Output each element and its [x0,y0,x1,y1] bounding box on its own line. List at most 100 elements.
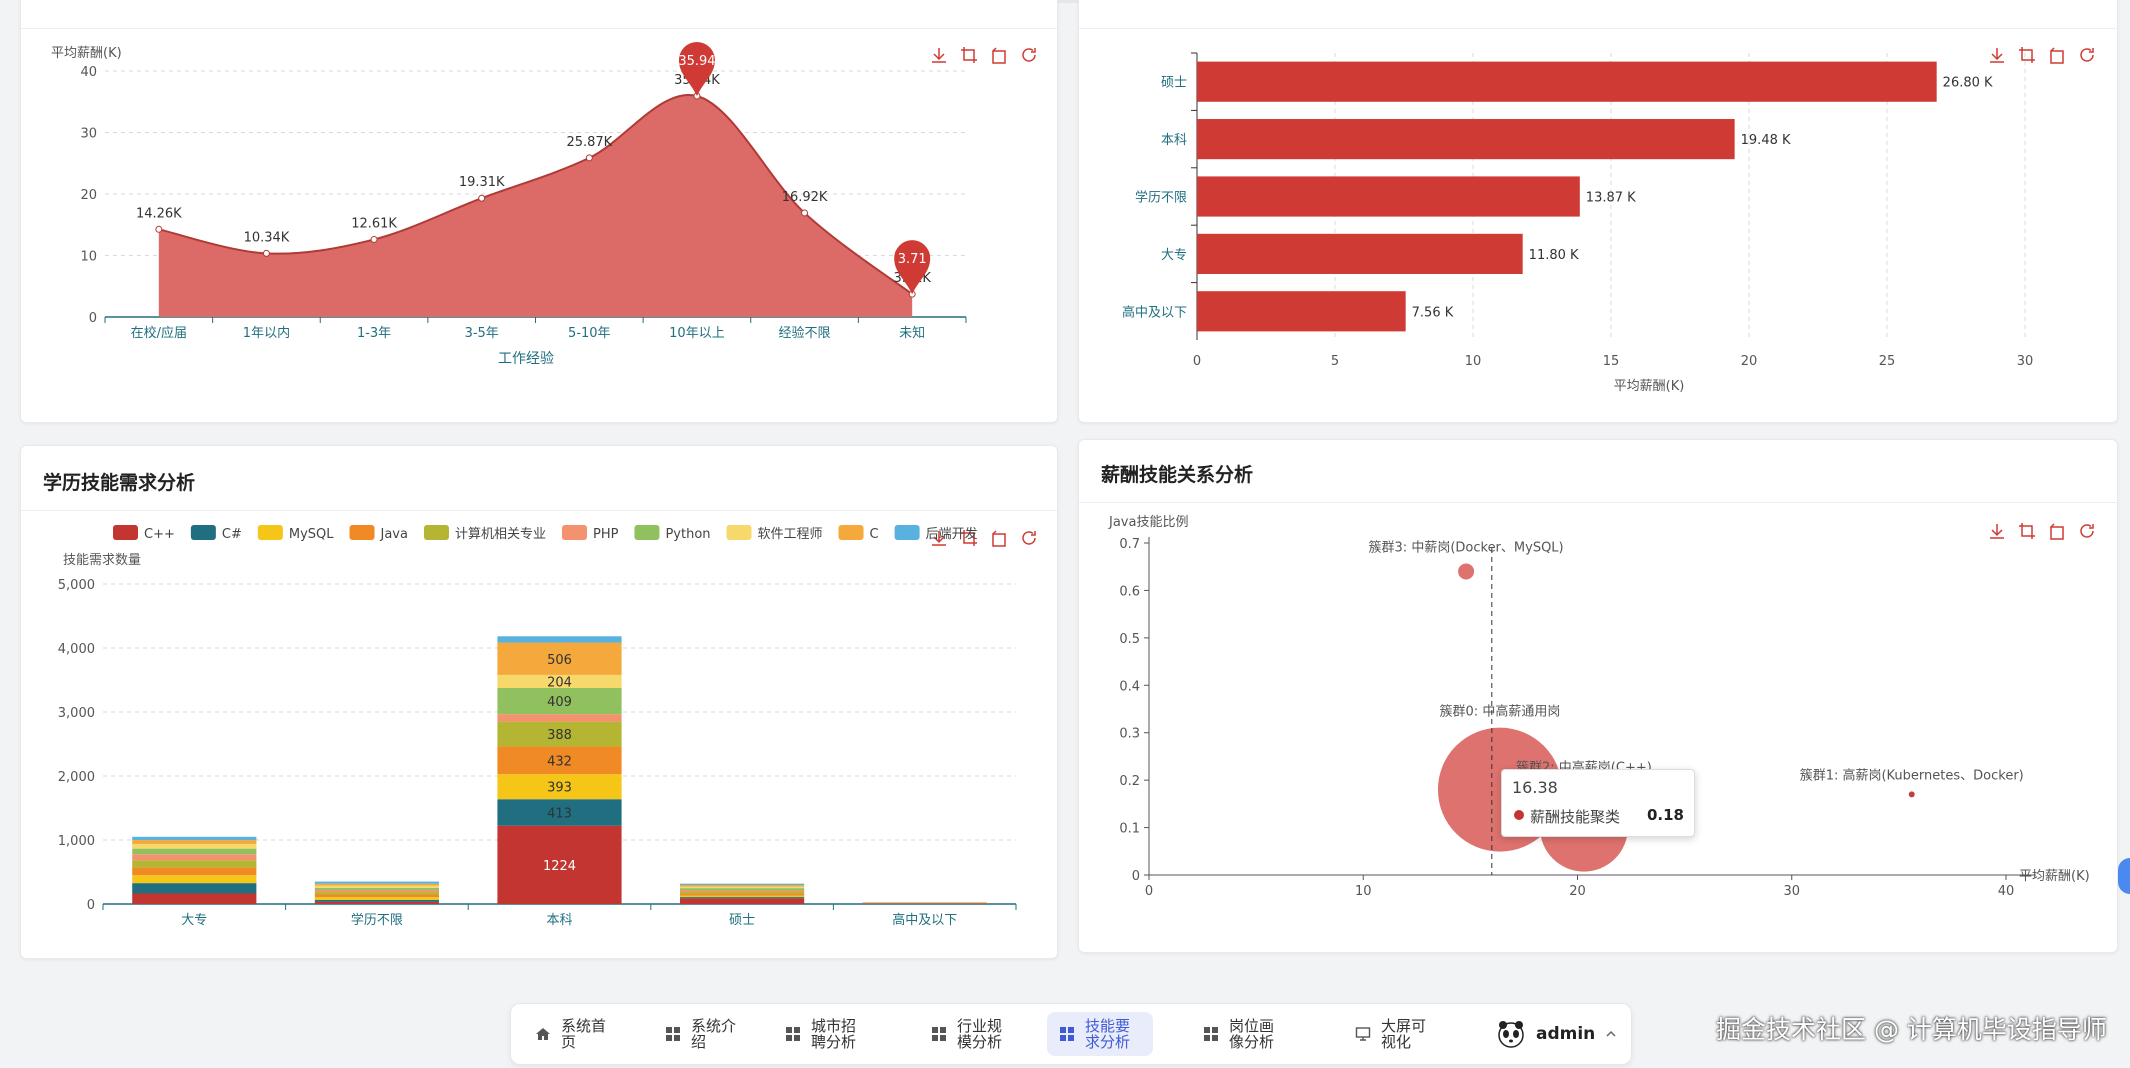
download-icon[interactable] [929,528,949,548]
x-tick-label: 在校/应届 [131,325,187,341]
stack-segment [680,891,805,894]
floating-button[interactable] [2118,858,2130,894]
stack-segment [314,887,439,890]
restore-icon[interactable] [1019,45,1039,65]
data-point [478,194,486,202]
username: admin [1536,1024,1596,1044]
nav-item-intro[interactable]: 系统介绍 [653,1012,759,1056]
stack-segment [132,848,257,855]
legend-label: PHP [593,527,619,542]
card-title: 薪酬技能关系分析 [1101,464,1254,486]
education-salary-card: 平均薪酬(K) 0 5 10 15 20 25 30 26.80 K 硕士 19.48 K 本科 13… [1078,0,2118,423]
nav-item-bigscreen[interactable]: 大屏可视化 [1343,1012,1449,1056]
zoom-reset-icon[interactable] [989,528,1009,548]
zoom-icon[interactable] [959,45,979,65]
legend-label: C++ [144,527,175,542]
stack-segment [132,883,257,894]
legend-swatch [423,525,449,540]
x-tick-label: 5-10年 [568,326,611,341]
x-tick-label: 20 [1741,354,1758,369]
stack-segment [497,636,622,643]
restore-icon[interactable] [2077,521,2097,541]
legend-swatch [113,525,138,540]
x-tick-label: 未知 [899,325,925,341]
data-label: 19.31K [459,175,505,190]
zoom-icon[interactable] [2017,45,2037,65]
bottom-nav: 系统首页 系统介绍 城市招聘分析 行业规模分析 技能要求分析 岗位画像分析 大屏… [510,1003,1632,1065]
card-header: 学历技能需求分析 [21,446,1057,511]
y-tick-label: 本科 [1161,133,1187,148]
stack-segment [132,867,257,876]
legend-label: C# [222,527,242,542]
data-label: 25.87K [566,135,612,150]
legend-label: 后端开发 [926,526,978,542]
restore-icon[interactable] [1019,528,1039,548]
legend-swatch [634,525,660,540]
stack-segment [132,875,257,884]
nav-item-home[interactable]: 系统首页 [523,1012,629,1056]
segment-label: 432 [547,754,572,769]
x-tick-label: 大专 [181,913,207,928]
user-menu[interactable]: admin [1496,1012,1617,1056]
stack-segment [497,774,622,800]
nav-item-industry[interactable]: 行业规模分析 [919,1012,1025,1056]
restore-icon[interactable] [2077,45,2097,65]
tooltip-number: 0.18 [1646,806,1684,824]
y-tick-label: 0.3 [1119,727,1140,742]
watermark: 掘金技术社区 @ 计算机毕设指导师 [1716,1015,2107,1044]
zoom-reset-icon[interactable] [2047,521,2067,541]
segment-label: 393 [547,781,572,796]
bar [1197,176,1580,217]
download-icon[interactable] [1987,45,2007,65]
y-tick-label: 10 [80,250,97,265]
zoom-icon[interactable] [2017,521,2037,541]
data-label: 7.56 K [1412,305,1454,320]
nav-item-city[interactable]: 城市招聘分析 [773,1012,879,1056]
data-label: 10.34K [244,230,290,245]
nav-item-profile[interactable]: 岗位画像分析 [1191,1012,1297,1056]
stack-segment [132,843,257,849]
x-tick-label: 本科 [546,913,572,928]
x-axis-name: 平均薪酬(K) [2019,869,2090,884]
stack-segment [497,674,622,688]
download-icon[interactable] [929,45,949,65]
data-label: 12.61K [351,216,397,231]
stack-segment [680,888,805,891]
card-title: 学历技能需求分析 [43,472,196,494]
zoom-icon[interactable] [959,528,979,548]
toolbox [1987,521,2097,541]
cluster-bubble [1908,791,1915,798]
legend-swatch [838,525,864,540]
x-axis-name: 平均薪酬(K) [1614,379,1685,394]
y-tick-label: 0 [1132,869,1140,884]
legend-label: C [870,527,879,542]
x-tick-label: 经验不限 [779,325,831,341]
toolbox [929,528,1039,548]
y-tick-label: 40 [80,65,97,80]
x-tick-label: 1-3年 [357,326,391,341]
data-label: 14.26K [136,206,182,221]
download-icon[interactable] [1987,521,2007,541]
x-tick-label: 10 [1355,884,1372,899]
zoom-reset-icon[interactable] [989,45,1009,65]
x-tick-label: 硕士 [729,913,755,928]
grid-icon [786,1027,800,1041]
x-tick-label: 学历不限 [351,912,403,928]
stack-segment [497,746,622,775]
x-tick-label: 10 [1465,354,1482,369]
zoom-reset-icon[interactable] [2047,45,2067,65]
x-tick-label: 0 [1145,884,1153,899]
tooltip-marker [1514,810,1524,820]
nav-item-skill[interactable]: 技能要求分析 [1047,1012,1153,1056]
tooltip-value: 16.38 [1512,778,1558,797]
segment-label: 1224 [543,859,576,874]
stack-segment [497,721,622,747]
y-tick-label: 0 [89,311,97,326]
stack-segment [132,893,257,904]
stack-segment [680,895,805,898]
x-tick-label: 20 [1569,884,1586,899]
stack-segment [132,860,257,868]
y-tick-label: 大专 [1161,248,1187,263]
stack-segment [314,889,439,893]
stack-segment [132,836,257,841]
